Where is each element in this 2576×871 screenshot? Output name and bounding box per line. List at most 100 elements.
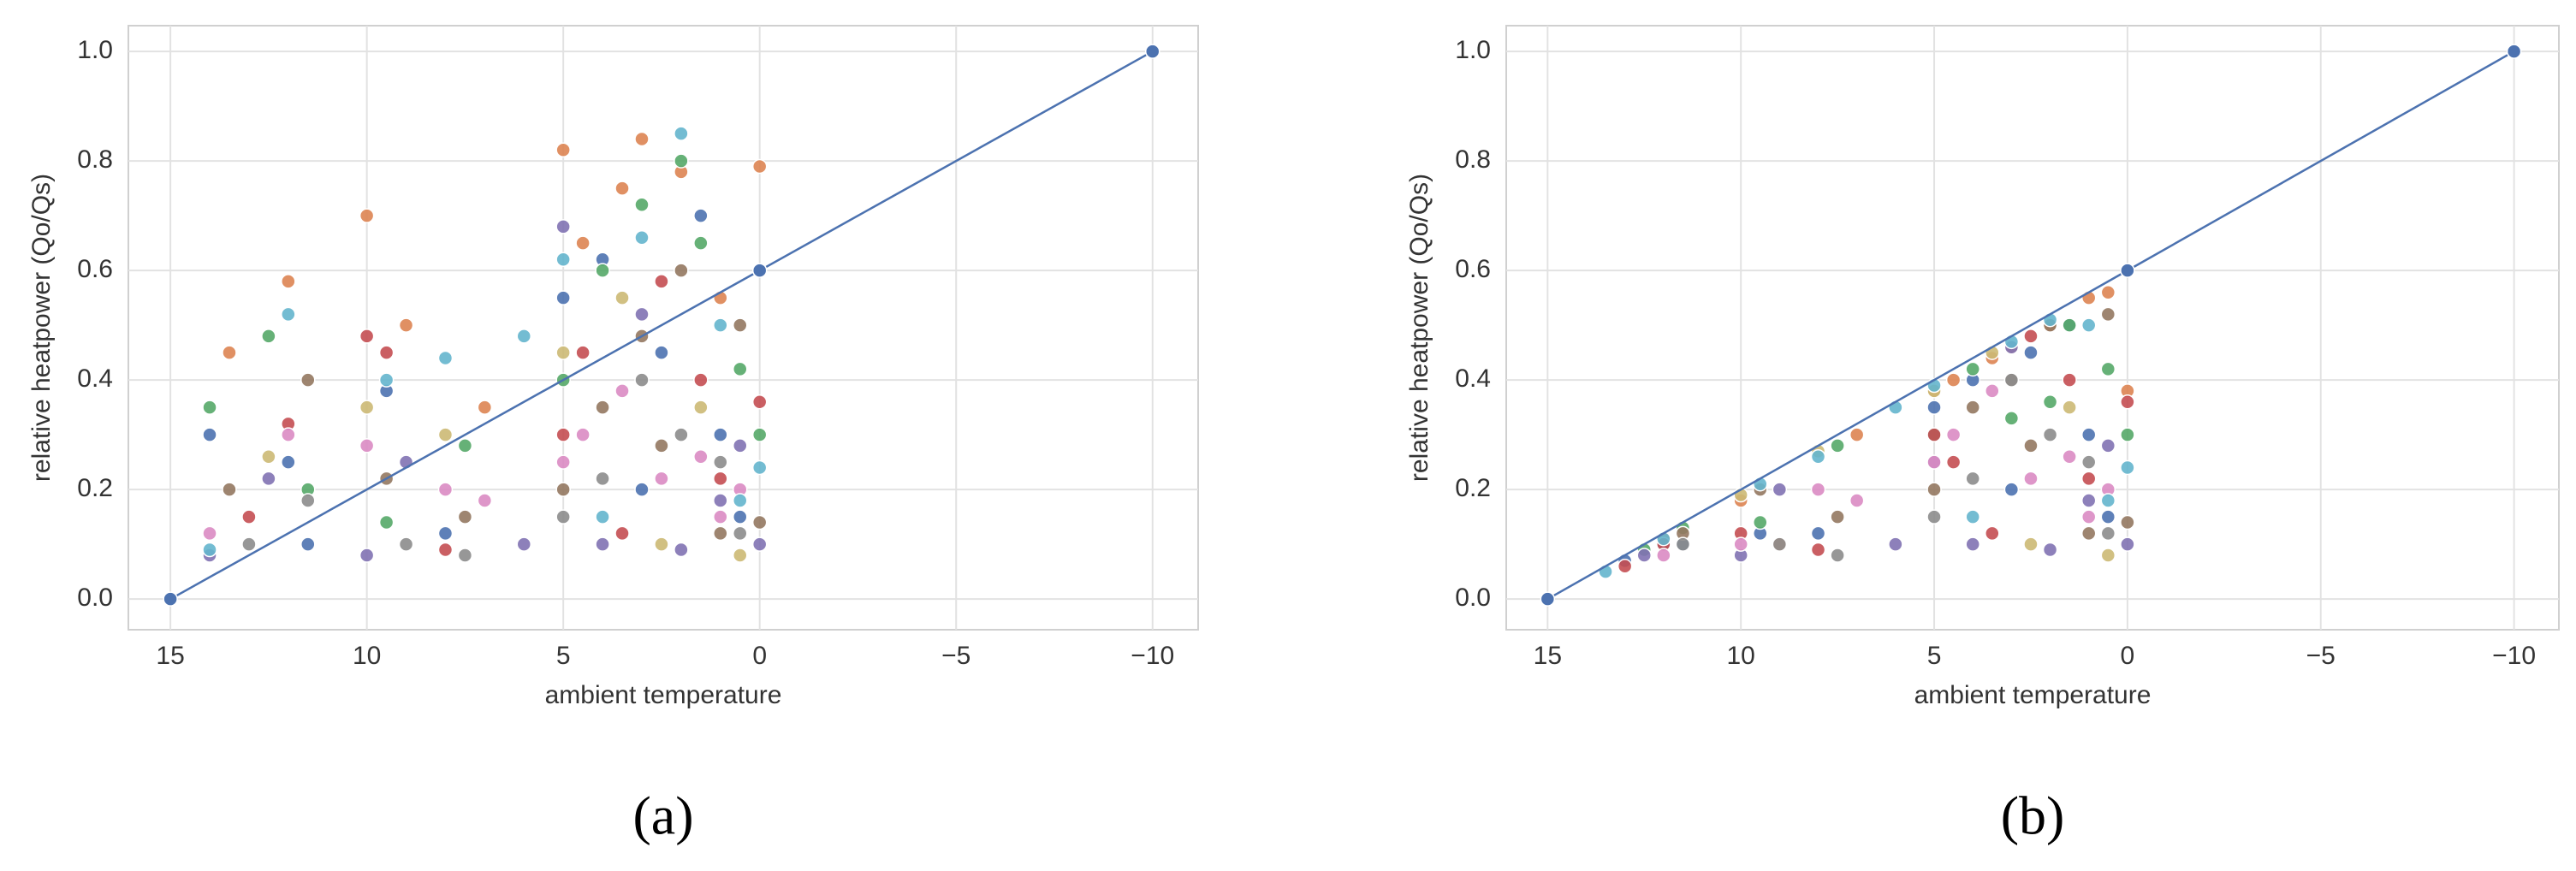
scatter-point — [1985, 383, 2000, 399]
scatter-point — [457, 509, 473, 524]
scatter-point — [674, 126, 689, 141]
scatter-point — [359, 438, 375, 453]
scatter-point — [693, 372, 709, 388]
scatter-point — [477, 400, 493, 415]
y-tick-label: 0.6 — [77, 255, 113, 283]
x-tick-label: 5 — [556, 642, 571, 670]
scatter-point — [634, 372, 650, 388]
scatter-point — [595, 509, 610, 524]
scatter-point — [693, 235, 709, 251]
scatter-point — [202, 525, 217, 542]
x-axis-label: ambient temperature — [1914, 681, 2152, 709]
scatter-point — [437, 427, 454, 442]
scatter-point — [674, 542, 689, 558]
y-tick-label: 0.4 — [77, 364, 113, 393]
scatter-point — [2100, 525, 2116, 542]
scatter-point — [2080, 427, 2097, 442]
scatter-point — [2023, 471, 2039, 487]
x-tick-label: 0 — [2121, 642, 2135, 670]
scatter-point — [575, 235, 591, 251]
scatter-point — [2080, 317, 2097, 333]
scatter-point — [516, 536, 532, 552]
scatter-point — [477, 493, 493, 508]
scatter-point — [2080, 471, 2097, 487]
scatter-point — [1926, 454, 1942, 470]
line-marker — [1144, 44, 1160, 59]
scatter-point — [595, 471, 610, 487]
scatter-point — [261, 329, 276, 344]
scatter-point — [751, 514, 768, 530]
y-axis-label: relative heatpower (Qo/Qs) — [1405, 174, 1433, 482]
scatter-point — [2042, 394, 2058, 410]
scatter-point — [595, 400, 610, 415]
scatter-point — [555, 219, 571, 234]
scatter-point — [555, 427, 571, 442]
scatter-point — [674, 427, 689, 442]
scatter-point — [1772, 482, 1788, 497]
line-marker — [2120, 263, 2135, 278]
scatter-point — [2003, 482, 2020, 497]
scatter-point — [300, 536, 316, 552]
scatter-point — [751, 427, 768, 442]
scatter-point — [1617, 559, 1633, 574]
scatter-point — [398, 317, 414, 333]
scatter-point — [261, 448, 276, 465]
scatter-point — [713, 454, 728, 470]
scatter-point — [693, 400, 709, 415]
scatter-point — [674, 263, 689, 278]
scatter-point — [2100, 306, 2116, 323]
scatter-point — [2120, 427, 2135, 442]
scatter-point — [1965, 361, 1980, 377]
x-tick-label: 15 — [156, 642, 184, 670]
panel-caption: (b) — [2001, 785, 2065, 846]
scatter-point — [1675, 536, 1691, 552]
scatter-point — [555, 482, 571, 497]
scatter-point — [281, 274, 296, 289]
scatter-point — [2080, 509, 2097, 524]
scatter-point — [2080, 454, 2097, 470]
scatter-point — [457, 548, 473, 563]
y-tick-label: 0.2 — [77, 474, 113, 502]
y-tick-label: 0.6 — [1455, 255, 1491, 283]
scatter-point — [2062, 448, 2077, 465]
x-axis-label: ambient temperature — [545, 681, 782, 709]
scatter-point — [634, 306, 650, 323]
scatter-point — [575, 345, 591, 360]
scatter-point — [300, 372, 316, 388]
y-axis-label: relative heatpower (Qo/Qs) — [27, 174, 56, 482]
scatter-point — [261, 471, 276, 487]
scatter-point — [1733, 536, 1748, 552]
scatter-point — [437, 525, 454, 542]
scatter-point — [634, 229, 650, 246]
scatter-point — [2042, 427, 2058, 442]
scatter-point — [1810, 542, 1826, 558]
scatter-point — [1849, 427, 1865, 442]
scatter-point — [202, 542, 217, 558]
scatter-point — [1636, 548, 1653, 563]
scatter-point — [1926, 427, 1942, 442]
scatter-point — [222, 345, 237, 360]
scatter-point — [437, 350, 454, 366]
scatter-point — [378, 372, 395, 388]
y-tick-label: 0.4 — [1455, 364, 1491, 393]
scatter-point — [1753, 514, 1768, 530]
scatter-point — [241, 509, 257, 524]
scatter-point — [595, 536, 610, 552]
y-tick-label: 1.0 — [77, 36, 113, 64]
x-tick-label: 15 — [1534, 642, 1562, 670]
line-marker — [1540, 591, 1556, 607]
scatter-point — [516, 329, 532, 344]
scatter-point — [1830, 509, 1845, 524]
scatter-point — [2120, 459, 2135, 476]
scatter-point — [732, 438, 748, 453]
x-tick-label: −5 — [941, 642, 970, 670]
scatter-point — [300, 493, 316, 508]
scatter-point — [555, 509, 571, 524]
scatter-point — [281, 306, 296, 323]
x-tick-label: −5 — [2306, 642, 2336, 670]
scatter-point — [751, 394, 768, 410]
scatter-point — [2080, 493, 2097, 508]
scatter-point — [2100, 509, 2116, 524]
scatter-point — [732, 317, 748, 333]
